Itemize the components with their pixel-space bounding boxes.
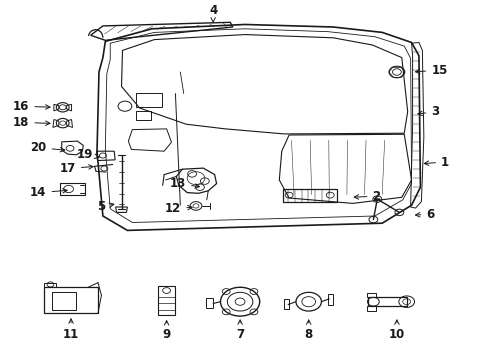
Text: 8: 8 xyxy=(305,320,313,341)
Text: 6: 6 xyxy=(416,208,435,221)
Text: 14: 14 xyxy=(30,186,67,199)
Bar xyxy=(60,183,85,195)
Bar xyxy=(136,111,151,120)
Text: 5: 5 xyxy=(97,201,114,213)
Bar xyxy=(283,189,337,202)
Bar xyxy=(136,93,162,107)
Text: 16: 16 xyxy=(13,100,50,113)
Text: 13: 13 xyxy=(170,177,199,190)
Text: 11: 11 xyxy=(63,319,79,341)
Text: 17: 17 xyxy=(60,162,93,175)
Text: 9: 9 xyxy=(163,321,171,341)
Text: 15: 15 xyxy=(416,64,447,77)
Text: 19: 19 xyxy=(77,148,99,161)
Text: 10: 10 xyxy=(389,320,405,341)
Bar xyxy=(52,292,76,310)
Bar xyxy=(158,286,175,315)
Text: 20: 20 xyxy=(30,141,65,154)
Text: 12: 12 xyxy=(165,202,192,215)
Text: 1: 1 xyxy=(424,156,449,168)
Text: 3: 3 xyxy=(418,105,440,118)
Text: 4: 4 xyxy=(209,4,217,22)
Text: 18: 18 xyxy=(13,116,50,129)
Text: 7: 7 xyxy=(236,320,244,341)
Bar xyxy=(44,287,98,313)
Text: 2: 2 xyxy=(354,190,381,203)
